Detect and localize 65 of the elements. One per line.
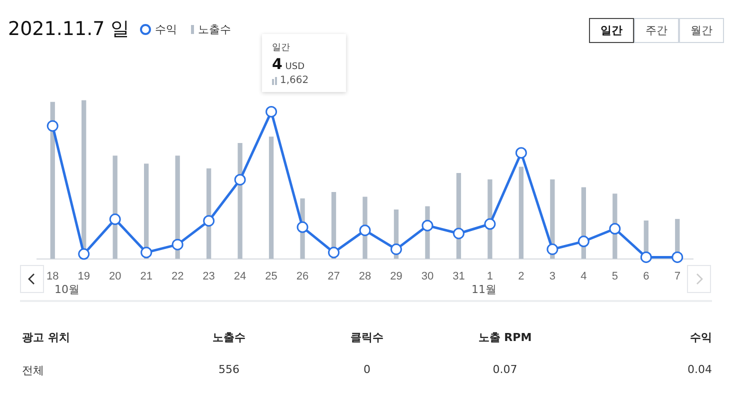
point [328,246,340,258]
text: 4 USD [272,55,305,73]
x-tick-label: 26 [296,270,309,282]
text: 월간 [679,18,724,43]
point [390,244,402,256]
x-tick-label: 1 [486,270,494,282]
point [203,215,215,227]
x-tick-label: 20 [108,270,122,282]
x-tick-label: 30 [421,270,434,282]
x-tick-label: 6 [643,270,650,282]
point [578,236,590,248]
point [672,251,684,263]
point [546,244,558,256]
point [234,174,246,186]
x-tick-label: 3 [549,270,556,282]
text: 일간 [589,18,634,43]
text: 일간 [272,42,290,54]
point [140,246,152,258]
text: 1,662 [280,75,309,86]
point [452,228,464,240]
x-tick-label: 21 [140,270,152,282]
x-tick-label: 4 [580,270,587,282]
text: 주간 [634,18,679,43]
bar [268,136,274,259]
text: 수익 [689,330,712,345]
chart-title: 2021.11.7 일 [8,17,130,42]
text: 0 [362,363,372,378]
x-tick-label: 2 [518,270,524,282]
x-tick-label: 31 [452,270,465,282]
text: 0.07 [492,363,518,378]
point [78,248,90,260]
legend-label: 노출수 [198,22,231,37]
text: 노출수 [212,330,246,345]
x-tick-label: 18 [46,270,59,282]
x-tick-label: 19 [78,270,90,282]
x-tick-label: 22 [171,270,184,282]
point [266,106,278,118]
point [640,251,652,263]
point [484,218,496,230]
point [109,214,121,226]
text: 전체 [22,363,45,378]
text: 10월 [54,282,80,297]
text: 556 [218,363,240,378]
x-tick-label: 5 [612,270,618,282]
text: 클릭수 [350,330,384,345]
point [172,238,184,250]
x-tick-label: 23 [202,270,215,282]
point [296,221,308,233]
text: 11월 [472,282,496,297]
x-tick-label: 29 [390,270,402,282]
x-tick-label: 25 [265,270,278,282]
legend-label: 수익 [155,22,177,37]
point [515,147,527,159]
point [46,120,58,132]
x-tick-label: 24 [234,270,246,282]
point [609,223,621,234]
text: 0.04 [686,363,712,378]
x-tick-label: 7 [674,270,680,282]
text: 노출 RPM [477,330,533,345]
point [422,220,434,232]
bar [518,166,524,259]
point [359,224,371,236]
x-tick-label: 27 [328,270,340,282]
text: 광고 위치 [22,330,71,345]
x-tick-label: 28 [358,270,372,282]
